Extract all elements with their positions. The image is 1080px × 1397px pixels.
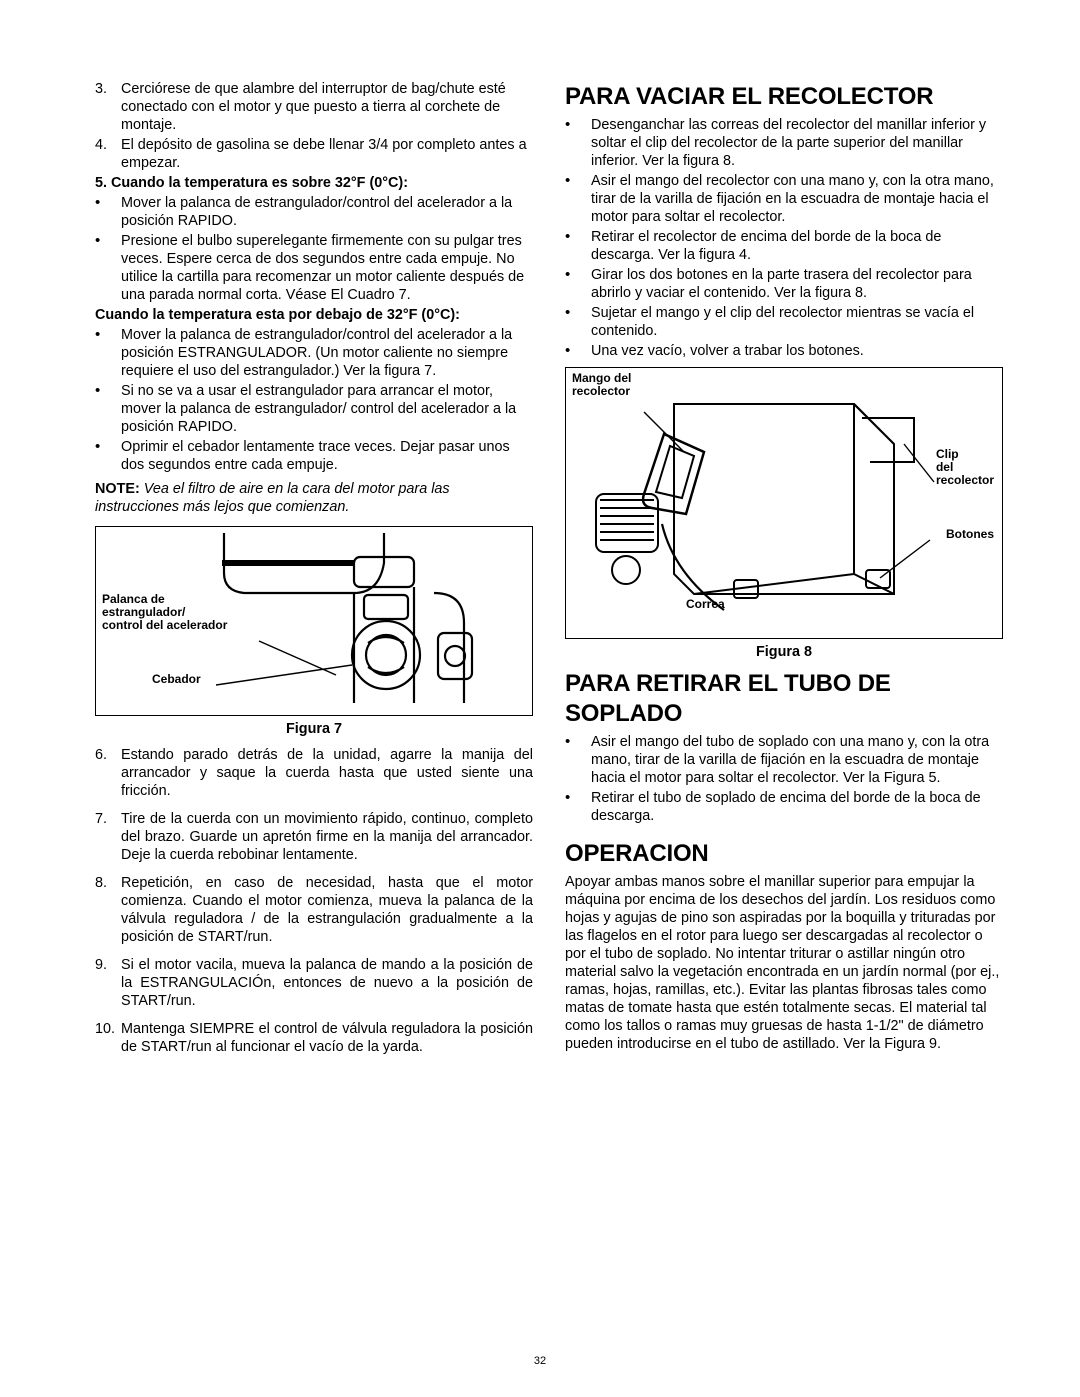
figure-7-box: Palanca de estrangulador/ control del ac… — [95, 526, 533, 716]
step-3: 3.Cerciórese de que alambre del interrup… — [95, 80, 533, 134]
heading-retirar: PARA RETIRAR EL TUBO DE SOPLADO — [565, 669, 1003, 729]
step-5-heading: 5. Cuando la temperatura es sobre 32°F (… — [95, 174, 533, 192]
step-8: 8.Repetición, en caso de necesidad, hast… — [95, 874, 533, 946]
step-10: 10.Mantenga SIEMPRE el control de válvul… — [95, 1020, 533, 1056]
bullet: Presione el bulbo superelegante firmemen… — [95, 232, 533, 304]
bullets-tubo: Asir el mango del tubo de soplado con un… — [565, 733, 1003, 825]
heading-vaciar: PARA VACIAR EL RECOLECTOR — [565, 82, 1003, 112]
fig8-label-botones: Botones — [946, 528, 994, 541]
bullet: Retirar el tubo de soplado de encima del… — [565, 789, 1003, 825]
bullet: Asir el mango del recolector con una man… — [565, 172, 1003, 226]
bullet: Retirar el recolector de encima del bord… — [565, 228, 1003, 264]
left-column: 3.Cerciórese de que alambre del interrup… — [95, 80, 533, 1058]
heading-operacion: OPERACION — [565, 839, 1003, 869]
bullet: Sujetar el mango y el clip del recolecto… — [565, 304, 1003, 340]
bullet: Desenganchar las correas del recolector … — [565, 116, 1003, 170]
bullets-warm: Mover la palanca de estrangulador/contro… — [95, 194, 533, 304]
cold-heading: Cuando la temperatura esta por debajo de… — [95, 306, 533, 324]
fig8-label-correa: Correa — [686, 598, 725, 611]
right-column: PARA VACIAR EL RECOLECTOR Desenganchar l… — [565, 80, 1003, 1058]
bullet: Mover la palanca de estrangulador/contro… — [95, 194, 533, 230]
bullet: Una vez vacío, volver a trabar los boton… — [565, 342, 1003, 361]
page-number: 32 — [0, 1355, 1080, 1369]
fig8-label-mango: Mango del recolector — [572, 372, 631, 398]
bullet: Si no se va a usar el estrangulador para… — [95, 382, 533, 436]
bullet: Asir el mango del tubo de soplado con un… — [565, 733, 1003, 787]
bullet: Girar los dos botones en la parte traser… — [565, 266, 1003, 302]
bullet: Oprimir el cebador lentamente trace vece… — [95, 438, 533, 474]
steps-6-10: 6.Estando parado detrás de la unidad, ag… — [95, 746, 533, 1056]
fig8-caption: Figura 8 — [565, 643, 1003, 661]
fig7-caption: Figura 7 — [95, 720, 533, 738]
note: NOTE: Vea el filtro de aire en la cara d… — [95, 480, 533, 516]
step-6: 6.Estando parado detrás de la unidad, ag… — [95, 746, 533, 800]
step-9: 9.Si el motor vacila, mueva la palanca d… — [95, 956, 533, 1010]
fig7-label-palanca: Palanca de estrangulador/ control del ac… — [102, 593, 227, 633]
bullets-vaciar: Desenganchar las correas del recolector … — [565, 116, 1003, 361]
figure-8-box: Mango del recolector Clip del recolector… — [565, 367, 1003, 639]
bullet: Mover la palanca de estrangulador/contro… — [95, 326, 533, 380]
fig7-label-cebador: Cebador — [152, 673, 201, 686]
step-7: 7.Tire de la cuerda con un movimiento rá… — [95, 810, 533, 864]
fig8-label-clip: Clip del recolector — [936, 448, 994, 488]
bullets-cold: Mover la palanca de estrangulador/contro… — [95, 326, 533, 474]
operacion-paragraph: Apoyar ambas manos sobre el manillar sup… — [565, 873, 1003, 1053]
steps-3-4: 3.Cerciórese de que alambre del interrup… — [95, 80, 533, 172]
fig8-drawing — [574, 374, 994, 632]
step-4: 4.El depósito de gasolina se debe llenar… — [95, 136, 533, 172]
